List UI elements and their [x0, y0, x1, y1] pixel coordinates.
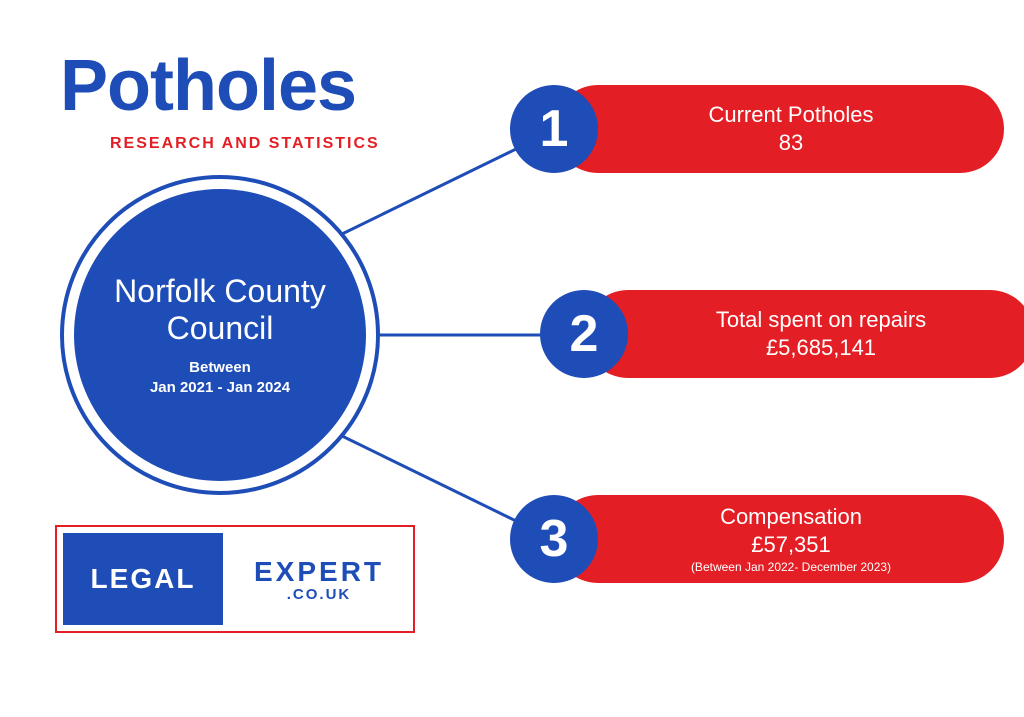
stat-title-3: Compensation	[720, 504, 862, 530]
logo-expert-text: EXPERT	[254, 556, 384, 588]
stat-pill-2: Total spent on repairs £5,685,141	[584, 290, 1024, 378]
council-name: Norfolk County Council	[94, 273, 346, 347]
stat-value-3: £57,351	[751, 532, 831, 558]
stat-row-2: 2 Total spent on repairs £5,685,141	[540, 290, 1024, 378]
central-circle-outer: Norfolk County Council Between Jan 2021 …	[60, 175, 380, 495]
stat-value-1: 83	[779, 130, 803, 156]
stat-pill-3: Compensation £57,351 (Between Jan 2022- …	[554, 495, 1004, 583]
stat-title-2: Total spent on repairs	[716, 307, 926, 333]
stat-number-1: 1	[510, 85, 598, 173]
logo-right-panel: EXPERT .CO.UK	[223, 533, 407, 625]
date-label: Between Jan 2021 - Jan 2024	[150, 358, 290, 397]
logo-domain-text: .CO.UK	[287, 586, 352, 603]
logo-container: LEGAL EXPERT .CO.UK	[55, 525, 415, 633]
stat-number-2: 2	[540, 290, 628, 378]
stat-title-1: Current Potholes	[708, 102, 873, 128]
stat-value-2: £5,685,141	[766, 335, 876, 361]
logo-left-panel: LEGAL	[63, 533, 223, 625]
stat-row-1: 1 Current Potholes 83	[510, 85, 1004, 173]
stat-pill-1: Current Potholes 83	[554, 85, 1004, 173]
stat-row-3: 3 Compensation £57,351 (Between Jan 2022…	[510, 495, 1004, 583]
stat-sub-3: (Between Jan 2022- December 2023)	[691, 560, 891, 574]
central-circle-inner: Norfolk County Council Between Jan 2021 …	[74, 189, 366, 481]
stat-number-3: 3	[510, 495, 598, 583]
